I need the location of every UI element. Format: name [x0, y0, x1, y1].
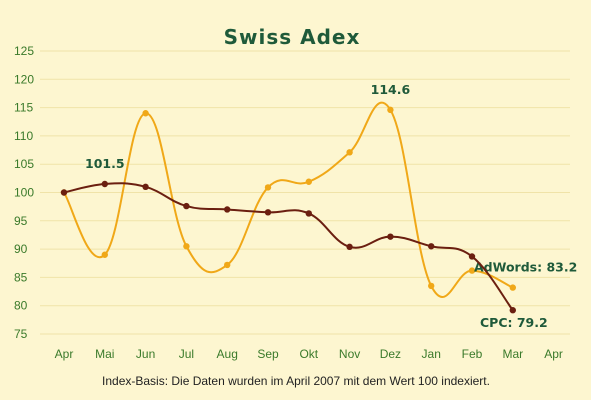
y-axis-ticks: 125 120 115 110 105 100 95 90 85 80 75	[14, 44, 34, 341]
data-point	[264, 209, 272, 216]
x-tick-label: Apr	[544, 347, 563, 361]
data-point	[101, 180, 109, 188]
y-tick-label: 100	[14, 186, 34, 200]
data-point	[468, 267, 476, 274]
y-tick-label: 105	[14, 157, 34, 171]
series-lines: AdWords: 83.2 CPC: 79.2	[60, 101, 577, 330]
data-point	[305, 210, 312, 217]
chart-footnote: Index-Basis: Die Daten wurden im April 2…	[102, 374, 490, 388]
data-point	[428, 282, 435, 290]
x-tick-label: Aug	[217, 347, 238, 361]
data-point	[509, 307, 516, 314]
chart-title: Swiss Adex	[224, 25, 361, 49]
x-tick-label: Feb	[462, 347, 483, 361]
x-tick-label: Dez	[380, 347, 401, 361]
data-point	[509, 284, 516, 291]
series-end-label: CPC: 79.2	[480, 315, 548, 330]
grid	[40, 50, 570, 335]
y-tick-label: 95	[14, 214, 28, 228]
data-point	[183, 243, 190, 250]
series-line	[63, 182, 514, 311]
data-point	[305, 178, 312, 185]
y-tick-label: 85	[14, 270, 28, 284]
x-tick-label: Jan	[422, 347, 441, 361]
data-point	[428, 243, 435, 250]
data-point	[387, 233, 394, 240]
data-point	[101, 251, 109, 258]
y-tick-label: 115	[14, 101, 33, 115]
data-point	[346, 149, 353, 156]
y-tick-label: 75	[14, 327, 28, 341]
y-tick-label: 125	[14, 44, 34, 58]
x-tick-label: Nov	[339, 347, 360, 361]
y-tick-label: 120	[14, 72, 34, 86]
y-tick-label: 80	[14, 299, 28, 313]
data-point	[60, 189, 68, 196]
x-tick-label: Jun	[136, 347, 155, 361]
x-tick-label: Apr	[55, 347, 74, 361]
x-tick-label: Sep	[257, 347, 279, 361]
x-tick-label: Okt	[299, 347, 318, 361]
data-point	[224, 206, 231, 213]
series-line	[63, 101, 514, 298]
series-end-label: AdWords: 83.2	[474, 260, 577, 275]
data-point	[183, 202, 190, 210]
y-tick-label: 90	[14, 242, 28, 256]
x-tick-label: Mar	[502, 347, 523, 361]
x-axis-ticks: Apr Mai Jun Jul Aug Sep Okt Nov Dez Jan Feb Mar Apr	[55, 347, 563, 361]
data-point	[142, 183, 149, 191]
data-point	[142, 110, 149, 117]
x-tick-label: Mai	[95, 347, 114, 361]
data-point	[264, 184, 272, 191]
value-annotation: 101.5	[85, 156, 125, 171]
data-point	[346, 243, 353, 251]
y-tick-label: 110	[14, 129, 33, 143]
x-tick-label: Jul	[179, 347, 194, 361]
data-point	[387, 106, 394, 114]
data-point	[468, 253, 476, 260]
annotations: 101.5 114.6	[85, 82, 410, 171]
value-annotation: 114.6	[371, 82, 411, 97]
data-point	[224, 261, 231, 269]
